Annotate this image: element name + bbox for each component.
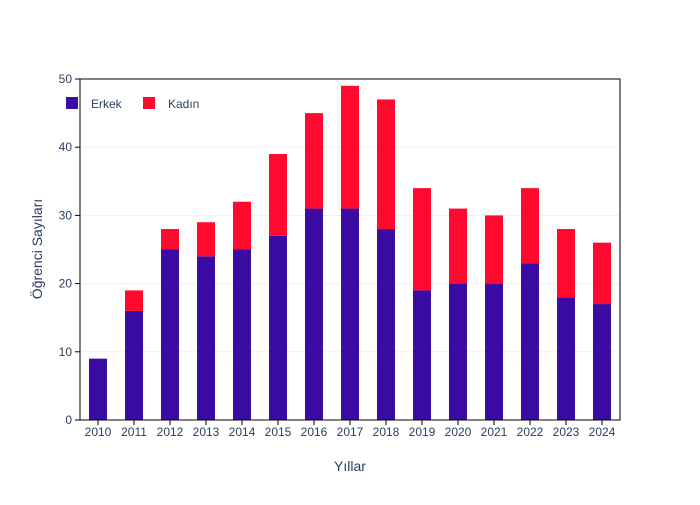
bar-erkek-2014 (233, 249, 251, 420)
bar-erkek-2015 (269, 235, 287, 420)
bar-erkek-2020 (449, 283, 467, 420)
x-tick-label: 2012 (157, 425, 184, 439)
legend-swatch (66, 97, 78, 109)
bar-erkek-2023 (557, 297, 575, 420)
x-axis-ticks: 2010 2011 2012 2013 2014 2015 2016 2017 2018 2019… (85, 420, 616, 439)
x-tick-label: 2017 (337, 425, 364, 439)
x-tick-label: 2015 (265, 425, 292, 439)
x-tick-label: 2024 (589, 425, 616, 439)
x-tick-label: 2021 (481, 425, 508, 439)
y-tick-label: 30 (59, 208, 73, 222)
y-tick-label: 0 (65, 413, 72, 427)
legend[interactable]: Erkek Kadın (66, 97, 199, 111)
legend-swatch (143, 97, 155, 109)
y-axis-ticks: 0 10 20 30 40 50 (59, 72, 80, 427)
bar-kad-n-2024 (593, 242, 611, 305)
bar-erkek-2021 (485, 283, 503, 420)
legend-item-erkek[interactable]: Erkek (66, 97, 123, 111)
bar-kad-n-2015 (269, 154, 287, 236)
bar-erkek-2019 (413, 290, 431, 420)
bars (89, 85, 611, 420)
y-tick-label: 10 (59, 345, 73, 359)
bar-kad-n-2011 (125, 290, 143, 311)
bar-kad-n-2012 (161, 229, 179, 250)
legend-label: Kadın (168, 97, 199, 111)
x-tick-label: 2022 (517, 425, 544, 439)
x-tick-label: 2014 (229, 425, 256, 439)
legend-item-kad-n[interactable]: Kadın (143, 97, 199, 111)
bar-erkek-2017 (341, 208, 359, 420)
bar-erkek-2011 (125, 310, 143, 420)
bar-kad-n-2021 (485, 215, 503, 284)
x-tick-label: 2018 (373, 425, 400, 439)
x-tick-label: 2016 (301, 425, 328, 439)
bar-erkek-2018 (377, 229, 395, 420)
x-axis-label: Yıllar (334, 458, 366, 474)
y-tick-label: 20 (59, 277, 73, 291)
x-tick-label: 2010 (85, 425, 112, 439)
bar-kad-n-2016 (305, 113, 323, 209)
legend-label: Erkek (91, 97, 123, 111)
y-axis-label: Öğrenci Sayıları (28, 199, 45, 299)
bar-erkek-2016 (305, 208, 323, 420)
bar-erkek-2012 (161, 249, 179, 420)
y-tick-label: 40 (59, 140, 73, 154)
bar-erkek-2024 (593, 304, 611, 420)
x-tick-label: 2011 (121, 425, 147, 439)
x-tick-label: 2020 (445, 425, 472, 439)
x-tick-label: 2023 (553, 425, 580, 439)
bar-kad-n-2022 (521, 188, 539, 264)
bar-kad-n-2018 (377, 99, 395, 230)
bar-kad-n-2020 (449, 208, 467, 284)
x-tick-label: 2013 (193, 425, 220, 439)
y-tick-label: 50 (59, 72, 73, 86)
bar-kad-n-2014 (233, 201, 251, 250)
bar-erkek-2013 (197, 256, 215, 420)
bar-kad-n-2017 (341, 85, 359, 209)
bar-kad-n-2013 (197, 222, 215, 257)
bar-erkek-2022 (521, 263, 539, 420)
bar-erkek-2010 (89, 358, 107, 420)
bar-kad-n-2023 (557, 229, 575, 298)
bar-kad-n-2019 (413, 188, 431, 291)
x-tick-label: 2019 (409, 425, 436, 439)
